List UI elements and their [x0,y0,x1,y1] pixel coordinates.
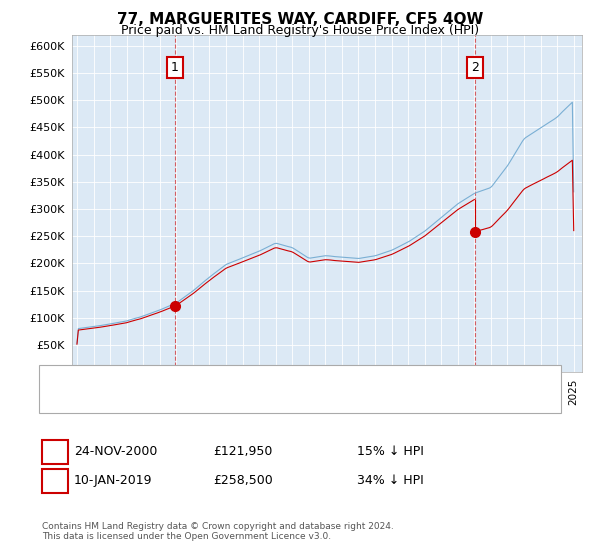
Text: Price paid vs. HM Land Registry's House Price Index (HPI): Price paid vs. HM Land Registry's House … [121,24,479,37]
Text: 1: 1 [51,445,59,458]
Text: Contains HM Land Registry data © Crown copyright and database right 2024.
This d: Contains HM Land Registry data © Crown c… [42,522,394,542]
Text: HPI: Average price, detached house, Cardiff: HPI: Average price, detached house, Card… [96,394,340,404]
Text: 77, MARGUERITES WAY, CARDIFF, CF5 4QW (detached house): 77, MARGUERITES WAY, CARDIFF, CF5 4QW (d… [96,374,440,384]
Text: 24-NOV-2000: 24-NOV-2000 [74,445,157,458]
Text: 1: 1 [171,61,179,74]
Text: £258,500: £258,500 [213,474,273,487]
Text: £121,950: £121,950 [213,445,272,458]
Text: 15% ↓ HPI: 15% ↓ HPI [357,445,424,458]
Text: 10-JAN-2019: 10-JAN-2019 [74,474,152,487]
Text: 77, MARGUERITES WAY, CARDIFF, CF5 4QW: 77, MARGUERITES WAY, CARDIFF, CF5 4QW [117,12,483,27]
Text: 2: 2 [471,61,479,74]
Text: 2: 2 [51,474,59,487]
Text: 34% ↓ HPI: 34% ↓ HPI [357,474,424,487]
